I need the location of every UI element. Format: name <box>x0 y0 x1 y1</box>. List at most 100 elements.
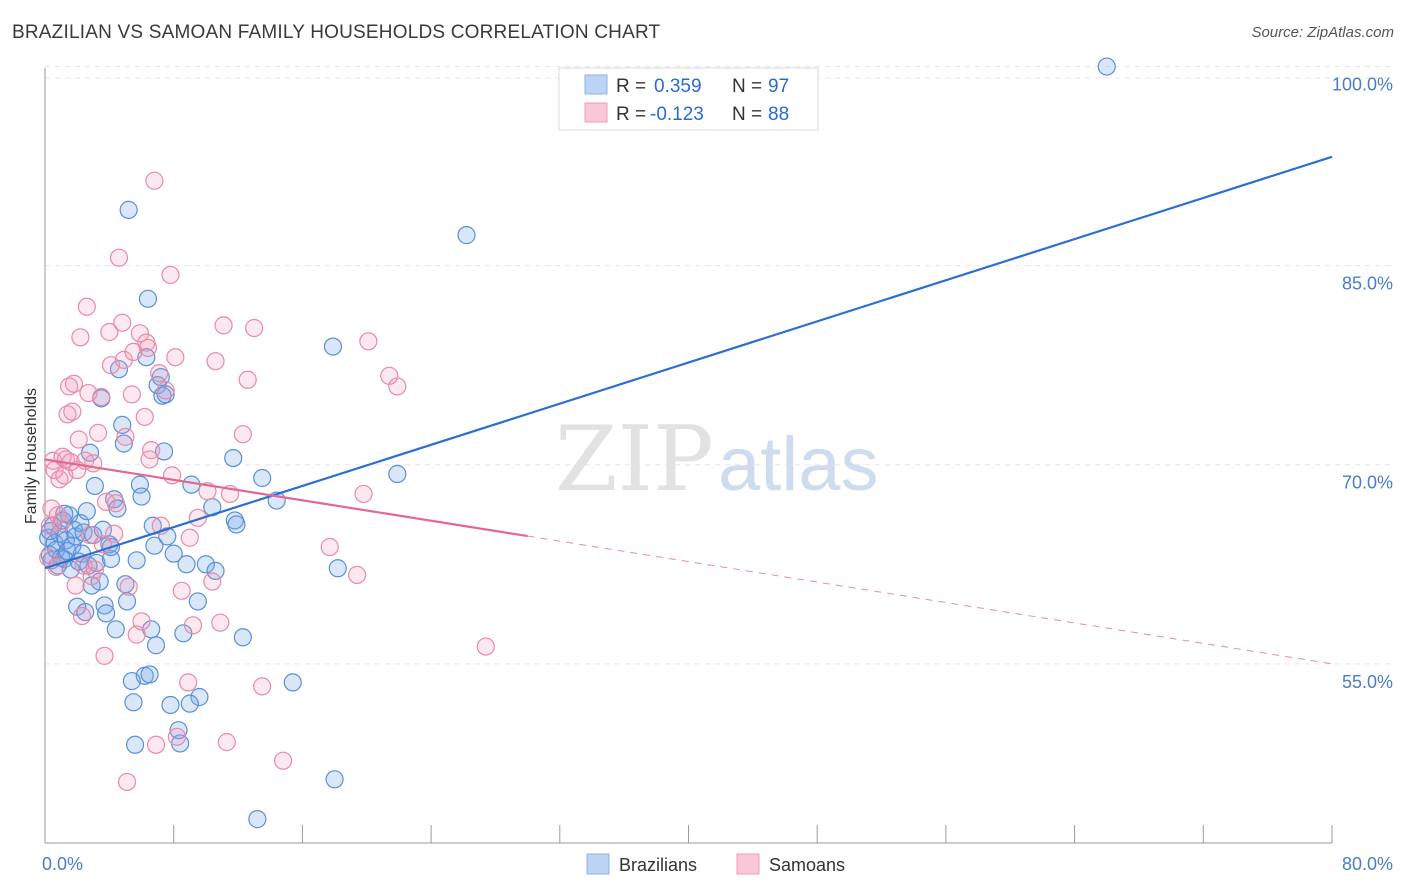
brazilians-point-83 <box>253 468 272 488</box>
samoans-point-31 <box>92 387 111 407</box>
legend-r-label-0: R = <box>616 76 646 97</box>
brazilians-point-85 <box>283 673 302 692</box>
brazilians-point-89 <box>388 464 407 484</box>
legend-swatch-samoans <box>584 102 608 123</box>
grid-lines <box>45 66 1392 665</box>
watermark-zip: ZIP <box>555 407 714 512</box>
y-axis-label: Family Households <box>23 388 40 524</box>
legend-swatch-brazilians <box>584 74 608 95</box>
samoans-point-70 <box>203 572 222 591</box>
chart-title: BRAZILIAN VS SAMOAN FAMILY HOUSEHOLDS CO… <box>12 22 661 43</box>
brazilians-point-48 <box>125 735 145 754</box>
samoans-point-69 <box>198 482 217 501</box>
brazilians-point-87 <box>328 559 347 578</box>
samoans-point-44 <box>119 577 138 596</box>
axes <box>44 68 1333 844</box>
samoans-point-21 <box>72 606 92 626</box>
samoans-point-79 <box>253 677 272 696</box>
samoans-point-20 <box>71 328 90 347</box>
samoans-point-45 <box>122 385 141 404</box>
bottom-legend: Brazilians Samoans <box>586 853 845 875</box>
samoans-point-71 <box>206 352 225 371</box>
legend-r-value-1: -0.123 <box>650 104 704 125</box>
samoans-point-54 <box>142 441 161 460</box>
brazilians-point-80 <box>227 515 246 534</box>
brazilians-point-49 <box>127 551 146 570</box>
brazilians-point-41 <box>113 415 132 435</box>
brazilians-point-88 <box>325 770 344 789</box>
samoans-point-19 <box>69 430 88 449</box>
legend-n-label-0: N = <box>732 76 762 97</box>
samoans-point-35 <box>100 322 119 342</box>
brazilians-point-34 <box>97 604 116 623</box>
samoans-point-46 <box>124 342 143 362</box>
watermark: ZIP atlas <box>555 407 879 512</box>
brazilians-point-90 <box>457 226 476 245</box>
brazilians-point-24 <box>77 502 96 521</box>
brazilians-point-66 <box>161 695 180 715</box>
brazilians-point-47 <box>124 693 143 712</box>
samoans-point-26 <box>80 525 100 545</box>
samoans-point-82 <box>347 565 367 584</box>
brazilians-point-91 <box>1097 57 1116 76</box>
samoans-point-83 <box>354 484 373 504</box>
samoans-point-50 <box>135 407 154 427</box>
brazilians-point-51 <box>132 487 151 506</box>
samoans-point-60 <box>161 265 180 285</box>
brazilians-point-12 <box>58 541 77 561</box>
samoans-point-84 <box>359 332 378 351</box>
legend-n-value-0: 97 <box>768 76 789 97</box>
brazilians-point-74 <box>190 687 209 707</box>
samoans-point-55 <box>145 171 164 190</box>
brazilians-point-63 <box>154 442 174 461</box>
watermark-atlas: atlas <box>718 422 879 507</box>
samoans-point-80 <box>273 751 293 770</box>
samoans-point-56 <box>146 735 166 754</box>
samoans-point-73 <box>214 316 233 335</box>
samoans-point-52 <box>138 338 158 358</box>
samoans-point-65 <box>179 673 198 692</box>
brazilians-trend-line <box>44 155 1333 570</box>
brazilians-point-59 <box>146 636 166 655</box>
samoans-point-13 <box>60 377 79 396</box>
samoans-point-66 <box>180 528 199 547</box>
brazilians-point-65 <box>158 527 177 546</box>
y-tick-label-0: 55.0% <box>1342 672 1393 692</box>
samoans-point-77 <box>238 370 257 389</box>
source-label: Source: ZipAtlas.com <box>1251 24 1394 41</box>
samoans-point-81 <box>320 537 339 557</box>
bottom-legend-swatch-samoans <box>736 853 760 875</box>
brazilians-point-86 <box>323 337 343 356</box>
samoans-point-16 <box>64 374 84 393</box>
samoans-point-74 <box>217 733 236 752</box>
brazilians-point-96 <box>180 694 199 713</box>
samoans-point-64 <box>172 581 191 600</box>
samoans-point-37 <box>105 524 124 543</box>
samoans-points <box>39 171 495 792</box>
brazilians-point-45 <box>119 200 138 219</box>
legend-r-value-0: 0.359 <box>654 76 702 97</box>
samoans-point-30 <box>88 423 108 442</box>
brazilians-point-67 <box>164 544 183 563</box>
samoans-point-17 <box>66 576 85 595</box>
brazilians-point-75 <box>196 555 215 574</box>
samoans-point-40 <box>113 313 132 332</box>
brazilians-point-44 <box>117 592 137 611</box>
bottom-legend-swatch-brazilians <box>586 853 610 875</box>
brazilians-point-58 <box>145 536 164 555</box>
bottom-legend-samoans: Samoans <box>769 855 845 875</box>
brazilians-point-81 <box>233 628 252 647</box>
samoans-point-48 <box>130 324 150 343</box>
samoans-point-62 <box>166 348 185 367</box>
samoans-point-63 <box>167 727 187 746</box>
trend-lines <box>44 155 1333 665</box>
brazilians-point-71 <box>177 555 196 574</box>
samoans-point-86 <box>388 377 407 396</box>
brazilians-point-68 <box>169 721 188 740</box>
brazilians-point-77 <box>206 561 225 581</box>
brazilians-point-73 <box>188 592 207 611</box>
y-tick-label-2: 85.0% <box>1342 274 1393 294</box>
brazilians-point-82 <box>248 810 267 829</box>
samoans-point-53 <box>140 450 159 469</box>
